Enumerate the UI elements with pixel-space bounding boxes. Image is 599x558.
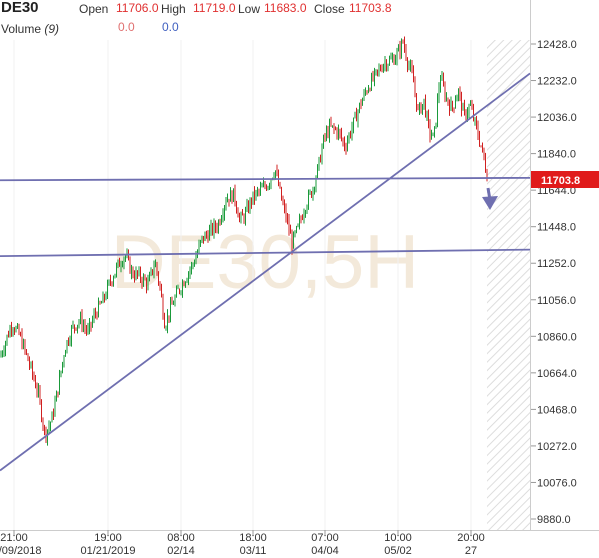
- x-tick-date: 12/09/2018: [0, 545, 42, 557]
- high-value: 11719.0: [193, 1, 236, 15]
- x-tick-date: 01/21/2019: [80, 545, 135, 557]
- current-price-tag: 11703.8: [531, 171, 599, 188]
- symbol-title: DE30: [1, 0, 39, 16]
- future-area-hatch: [487, 40, 530, 530]
- open-label: Open: [79, 2, 109, 16]
- y-tick-label: 9880.0: [537, 514, 571, 526]
- low-label: Low: [238, 2, 261, 16]
- close-value: 11703.8: [349, 1, 392, 15]
- y-tick-label: 10860.0: [537, 331, 577, 343]
- x-tick-time: 07:00: [311, 532, 339, 544]
- volume-value-1: 0.0: [118, 20, 135, 34]
- x-tick-time: 10:00: [384, 532, 412, 544]
- x-tick-time: 18:00: [239, 532, 267, 544]
- volume-value-2: 0.0: [162, 20, 179, 34]
- y-tick-label: 11840.0: [537, 149, 576, 161]
- x-tick-date: 04/04: [311, 545, 339, 557]
- price-tag-text: 11703.8: [541, 175, 580, 187]
- trend-line[interactable]: [0, 248, 531, 258]
- trend-line[interactable]: [0, 72, 531, 472]
- high-label: High: [161, 2, 186, 16]
- y-tick-label: 12036.0: [537, 112, 577, 124]
- price-tag-bg: [531, 171, 599, 188]
- y-tick-label: 10272.0: [537, 441, 577, 453]
- chart-header: DE30 Open 11706.0 High 11719.0 Low 11683…: [0, 0, 599, 40]
- open-value: 11706.0: [116, 1, 159, 15]
- y-tick-label: 11056.0: [537, 295, 576, 307]
- x-tick-time: 08:00: [167, 532, 195, 544]
- x-tick-time: 19:00: [94, 532, 122, 544]
- x-tick-date: 27: [465, 545, 477, 557]
- x-tick-date: 03/11: [240, 545, 267, 557]
- volume-param: (9): [44, 22, 60, 36]
- x-tick-date: 02/14: [167, 545, 195, 557]
- x-tick-time: 21:00: [0, 532, 28, 544]
- y-tick-label: 11252.0: [537, 258, 576, 270]
- trend-line[interactable]: [0, 176, 531, 182]
- x-tick-time: 20:00: [457, 532, 485, 544]
- trend-lines[interactable]: [0, 72, 531, 472]
- volume-label-text: Volume: [1, 22, 42, 36]
- y-tick-label: 10076.0: [537, 477, 577, 489]
- y-tick-label: 10664.0: [537, 368, 577, 380]
- y-tick-label: 11448.0: [537, 222, 576, 234]
- y-axis: 12428.0 12232.0 12036.0 11840.0 11644.0 11448…: [531, 39, 577, 526]
- x-tick-date: 05/02: [384, 545, 412, 557]
- down-arrow-icon: [482, 187, 498, 210]
- y-tick-label: 12232.0: [537, 76, 577, 88]
- y-tick-label: 10468.0: [537, 404, 577, 416]
- gridlines: [13, 40, 472, 530]
- watermark: DE30,5H: [111, 220, 419, 305]
- close-label: Close: [314, 2, 345, 16]
- y-tick-label: 11644.0: [537, 185, 576, 197]
- y-tick-label: 12428.0: [537, 39, 577, 51]
- volume-indicator-label: Volume (9): [1, 22, 59, 36]
- low-value: 11683.0: [264, 1, 307, 15]
